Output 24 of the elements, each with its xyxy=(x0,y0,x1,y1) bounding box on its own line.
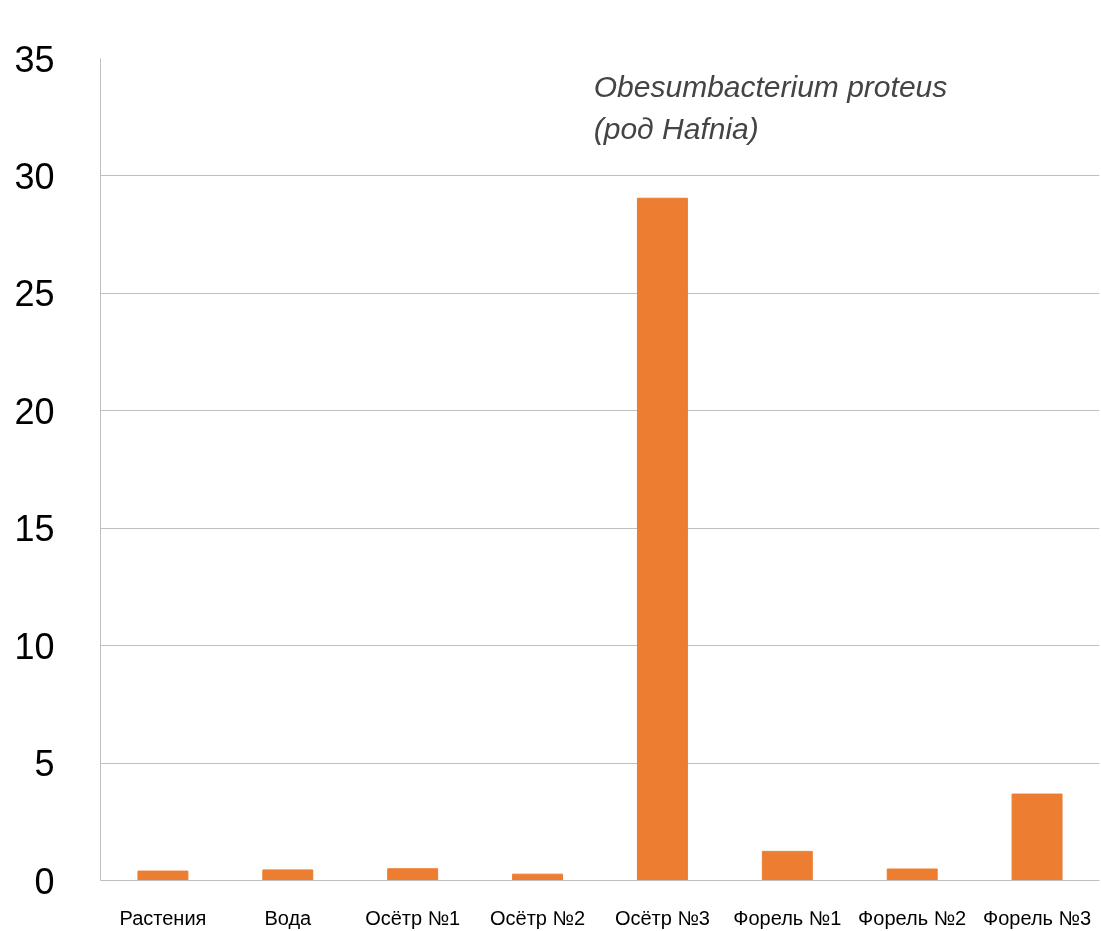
y-tick-label: 0 xyxy=(34,860,55,902)
bar xyxy=(262,869,314,881)
bar xyxy=(886,868,938,881)
x-tick-label: Форель №3 xyxy=(983,906,1092,929)
y-tick-label: 10 xyxy=(14,625,55,667)
bar xyxy=(387,868,439,881)
x-tick-label: Осётр №3 xyxy=(614,906,710,929)
y-tick-label: 30 xyxy=(14,155,55,197)
y-tick-label: 20 xyxy=(14,390,55,432)
x-tick-label: Форель №1 xyxy=(733,906,842,929)
y-tick-label: 35 xyxy=(14,38,55,80)
x-tick-label: Вода xyxy=(264,906,313,929)
x-tick-label: Осётр №1 xyxy=(365,906,461,929)
x-tick-label: Осётр №2 xyxy=(490,906,586,929)
text: Obesumbacterium proteus (род Hafnia) xyxy=(593,70,948,145)
y-tick-label: 25 xyxy=(14,273,55,315)
bar xyxy=(636,197,688,881)
y-tick-label: 15 xyxy=(14,508,55,550)
bar xyxy=(761,850,813,881)
y-tick-label: 5 xyxy=(34,743,55,785)
x-tick-label: Форель №2 xyxy=(858,906,967,929)
x-tick-label: Растения xyxy=(119,906,207,929)
bar xyxy=(137,870,189,881)
bar xyxy=(1011,793,1063,881)
